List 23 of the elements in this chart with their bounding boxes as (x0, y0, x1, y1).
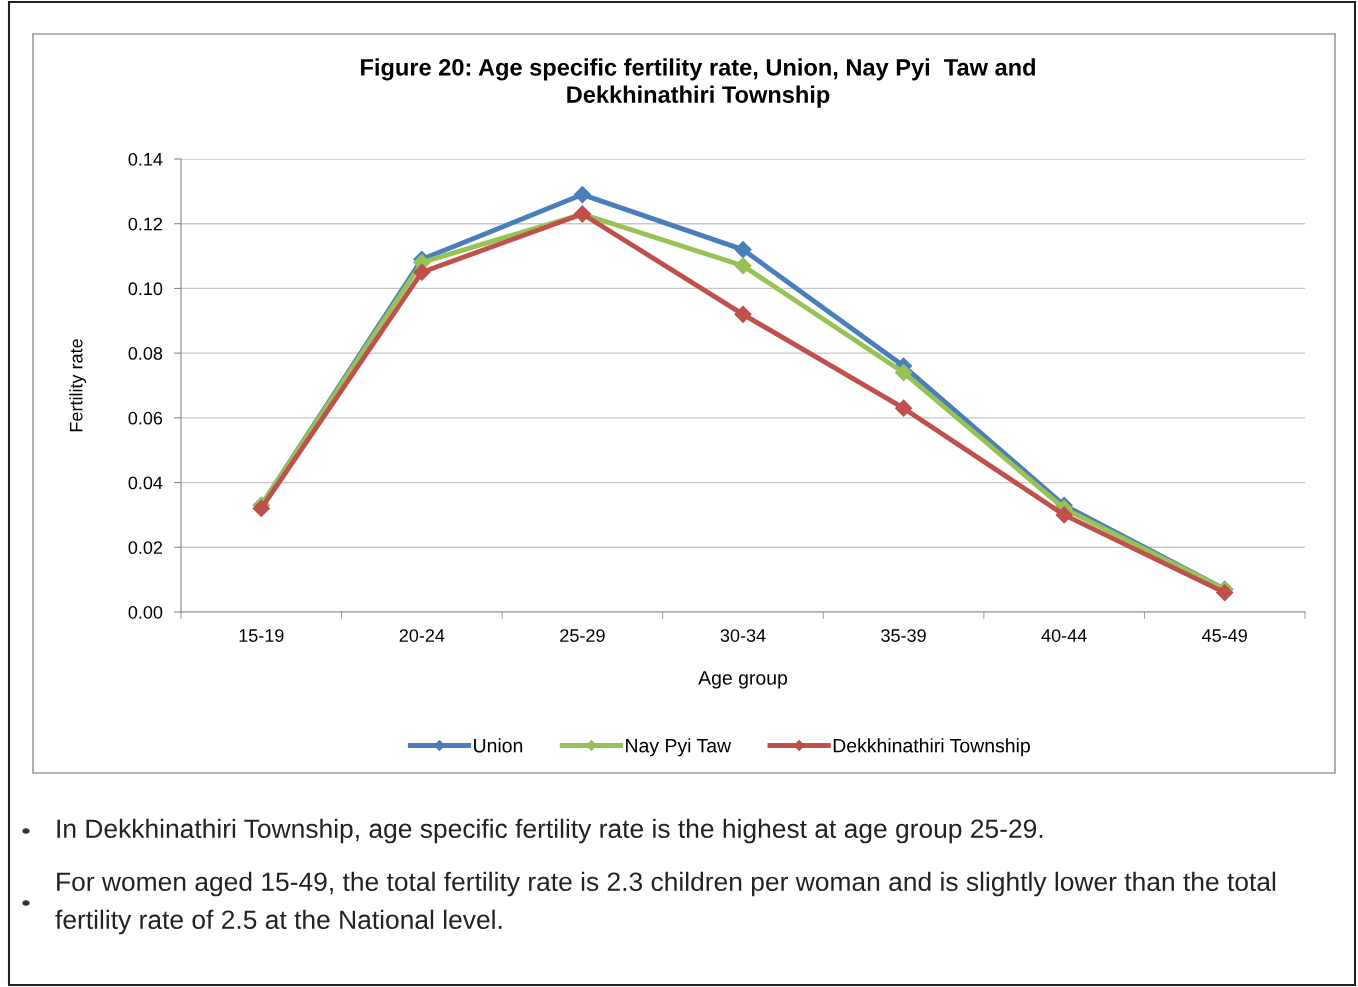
y-tick-label: 0.00 (128, 605, 163, 619)
chart-title: Figure 20: Age specific fertility rate, Union, Nay Pyi Taw and Dekkhinathiri Township (361, 58, 1035, 108)
x-tick-label: 25-29 (560, 629, 605, 642)
legend-label: Dekkhinathiri Township (833, 738, 1030, 757)
x-tick-label: 30-34 (720, 629, 766, 642)
x-tick-label: 45-49 (1202, 629, 1247, 642)
legend-label: Union (474, 738, 523, 753)
y-tick-label: 0.04 (128, 476, 163, 490)
y-tick-label: 0.14 (128, 152, 163, 166)
y-axis-title: Fertility rate (69, 339, 87, 432)
y-tick-label: 0.08 (128, 347, 163, 360)
legend-label: Nay Pyi Taw (626, 738, 732, 757)
x-axis-title: Age group (698, 671, 788, 689)
y-tick-label: 0.06 (128, 411, 163, 425)
y-tick-label: 0.10 (128, 282, 163, 296)
y-tick-label: 0.12 (128, 217, 163, 231)
text: In Dekkhinathiri Township, age specific fertility rate is the highest at age group 25-29. (57, 818, 1043, 844)
x-tick-label: 35-39 (881, 629, 926, 642)
text: For women aged 15-49, the total fertility rate is 2.3 children per woman and is slightly lower than the total fertility rate of 2.5 at the National level. (55, 871, 1276, 935)
x-tick-label: 15-19 (239, 629, 284, 642)
y-tick-label: 0.02 (128, 541, 163, 555)
x-tick-label: 40-44 (1041, 629, 1087, 642)
x-tick-label: 20-24 (399, 629, 445, 642)
